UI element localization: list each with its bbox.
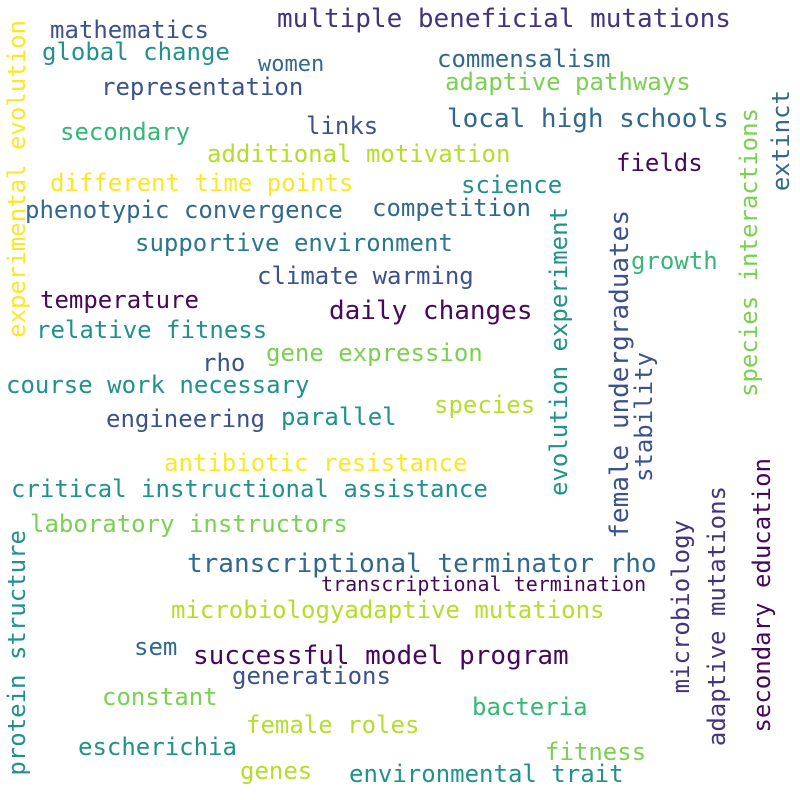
word-additional-motivation: additional motivation: [207, 140, 511, 168]
word-species-interactions: species interactions: [735, 108, 763, 397]
word-evolution-experiment: evolution experiment: [545, 207, 573, 496]
word-experimental-evolution: experimental evolution: [3, 20, 31, 338]
word-adaptive-pathways: adaptive pathways: [445, 68, 691, 96]
word-stability: stability: [630, 352, 658, 483]
word-growth: growth: [631, 247, 718, 275]
word-antibiotic-resistance: antibiotic resistance: [164, 449, 468, 477]
word-temperature: temperature: [40, 286, 199, 314]
word-adaptive-mutations: adaptive mutations: [703, 486, 731, 747]
word-transcriptional-terminator-rho: transcriptional terminator rho: [187, 549, 657, 579]
word-local-high-schools: local high schools: [447, 104, 729, 134]
word-successful-model-program: successful model program: [193, 641, 569, 671]
word-fitness: fitness: [545, 738, 647, 766]
word-constant: constant: [102, 683, 218, 711]
word-representation: representation: [101, 73, 304, 101]
word-supportive-environment: supportive environment: [135, 229, 453, 257]
word-secondary: secondary: [60, 118, 191, 146]
word-engineering: engineering: [106, 405, 265, 433]
word-transcriptional-termination: transcriptional termination: [321, 572, 647, 596]
word-species: species: [434, 391, 536, 419]
word-parallel: parallel: [281, 403, 397, 431]
word-relative-fitness: relative fitness: [36, 316, 268, 344]
word-daily-changes: daily changes: [329, 296, 533, 326]
word-genes: genes: [240, 757, 313, 785]
word-climate-warming: climate warming: [257, 262, 474, 290]
word-extinct: extinct: [767, 90, 795, 192]
word-multiple-beneficial-mutations: multiple beneficial mutations: [277, 4, 731, 34]
word-protein-structure: protein structure: [3, 530, 31, 776]
word-gene-expression: gene expression: [266, 339, 483, 367]
word-generations: generations: [232, 662, 391, 690]
word-links: links: [306, 112, 379, 140]
word-environmental-trait: environmental trait: [349, 760, 624, 788]
word-commensalism: commensalism: [437, 45, 611, 73]
word-microbiology: microbiology: [667, 520, 695, 694]
word-sem: sem: [134, 633, 178, 661]
word-course-work-necessary: course work necessary: [6, 371, 310, 399]
word-microbiologyadaptive-mutations: microbiologyadaptive mutations: [171, 596, 605, 624]
word-critical-instructional-assistance: critical instructional assistance: [11, 475, 488, 503]
word-bacteria: bacteria: [472, 693, 588, 721]
word-escherichia: escherichia: [78, 733, 237, 761]
word-global-change: global change: [42, 38, 230, 66]
word-competition: competition: [372, 194, 531, 222]
word-women: women: [258, 52, 325, 77]
word-different-time-points: different time points: [50, 169, 354, 197]
word-mathematics: mathematics: [50, 16, 209, 44]
word-phenotypic-convergence: phenotypic convergence: [25, 196, 343, 224]
word-laboratory-instructors: laboratory instructors: [30, 510, 348, 538]
word-female-roles: female roles: [246, 711, 420, 739]
word-science: science: [461, 171, 563, 199]
word-secondary-education: secondary education: [748, 458, 776, 733]
word-fields: fields: [616, 149, 703, 177]
word-rho: rho: [202, 349, 246, 377]
